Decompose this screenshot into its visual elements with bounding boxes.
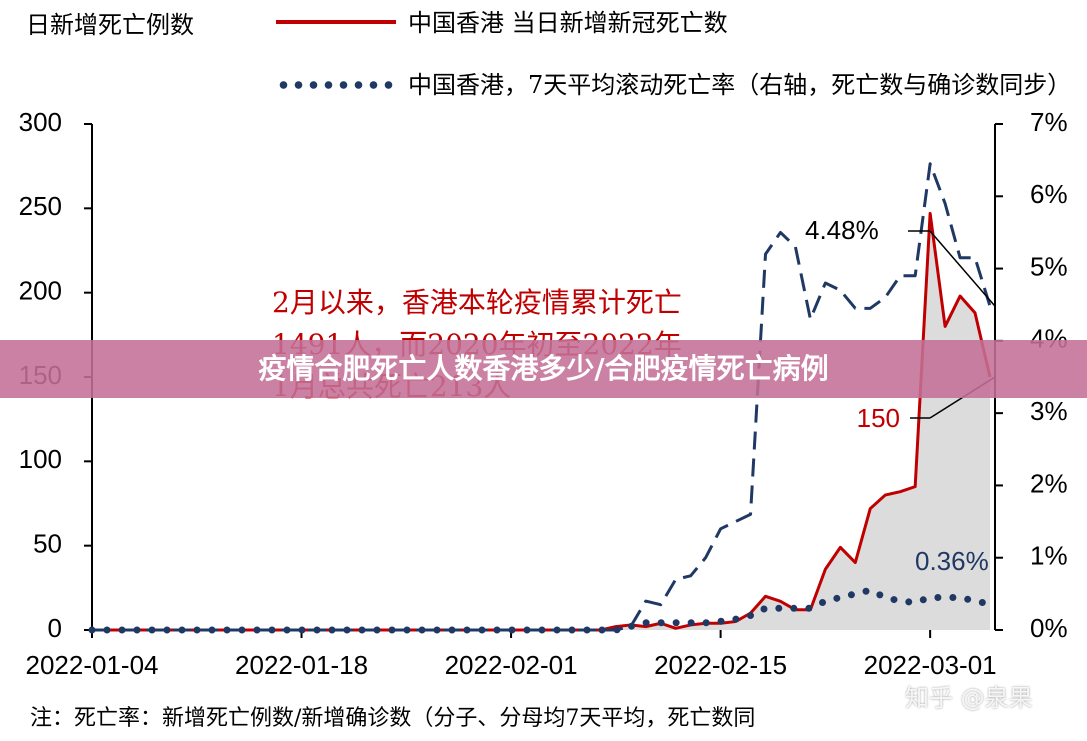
y2-tick-label: 6% — [1030, 179, 1068, 209]
leader-line — [929, 230, 996, 307]
y2-tick-label: 2% — [1030, 468, 1068, 498]
banner: 疫情合肥死亡人数香港多少/合肥疫情死亡病例 — [0, 340, 1087, 398]
y2-tick-label: 1% — [1030, 541, 1068, 571]
annotation: 0.36% — [915, 546, 989, 576]
y-tick-label: 50 — [33, 529, 62, 559]
annotation: 4.48% — [805, 215, 879, 245]
legend-label: 中国香港，7天平均滚动死亡率（右轴，死亡数与确诊数同步） — [408, 71, 1072, 99]
y2-tick-label: 0% — [1030, 613, 1068, 643]
y-tick-label: 250 — [19, 191, 62, 221]
area — [92, 213, 990, 630]
footnote: 注：死亡率：新增死亡例数/新增确诊数（分子、分母均7天平均，死亡数同 — [30, 706, 756, 731]
y2-tick-label: 3% — [1030, 396, 1068, 426]
legend-swatch — [276, 80, 396, 90]
legend-swatch — [276, 20, 396, 24]
banner-title: 疫情合肥死亡人数香港多少/合肥疫情死亡病例 — [258, 352, 829, 385]
x-tick-label: 2022-03-01 — [864, 650, 997, 680]
y-tick-label: 200 — [19, 276, 62, 306]
x-tick-label: 2022-02-01 — [445, 650, 578, 680]
y2-tick-label: 7% — [1030, 107, 1068, 137]
legend-label: 中国香港 当日新增新冠死亡数 — [408, 9, 728, 37]
y-tick-label: 300 — [19, 107, 62, 137]
series-line — [88, 586, 994, 634]
annotation: 150 — [857, 403, 900, 433]
x-tick-label: 2022-01-04 — [26, 650, 159, 680]
y-axis-label: 日新增死亡例数 — [26, 11, 194, 39]
x-tick-label: 2022-01-18 — [235, 650, 368, 680]
y-tick-label: 100 — [19, 444, 62, 474]
y-tick-label: 0 — [48, 613, 62, 643]
x-tick-label: 2022-02-15 — [654, 650, 787, 680]
watermark: 知乎 @泉果 — [905, 684, 1033, 712]
y2-tick-label: 5% — [1030, 251, 1068, 281]
